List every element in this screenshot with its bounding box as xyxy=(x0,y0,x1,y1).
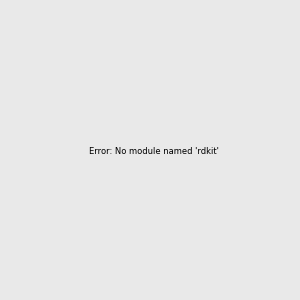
Text: Error: No module named 'rdkit': Error: No module named 'rdkit' xyxy=(89,147,219,156)
